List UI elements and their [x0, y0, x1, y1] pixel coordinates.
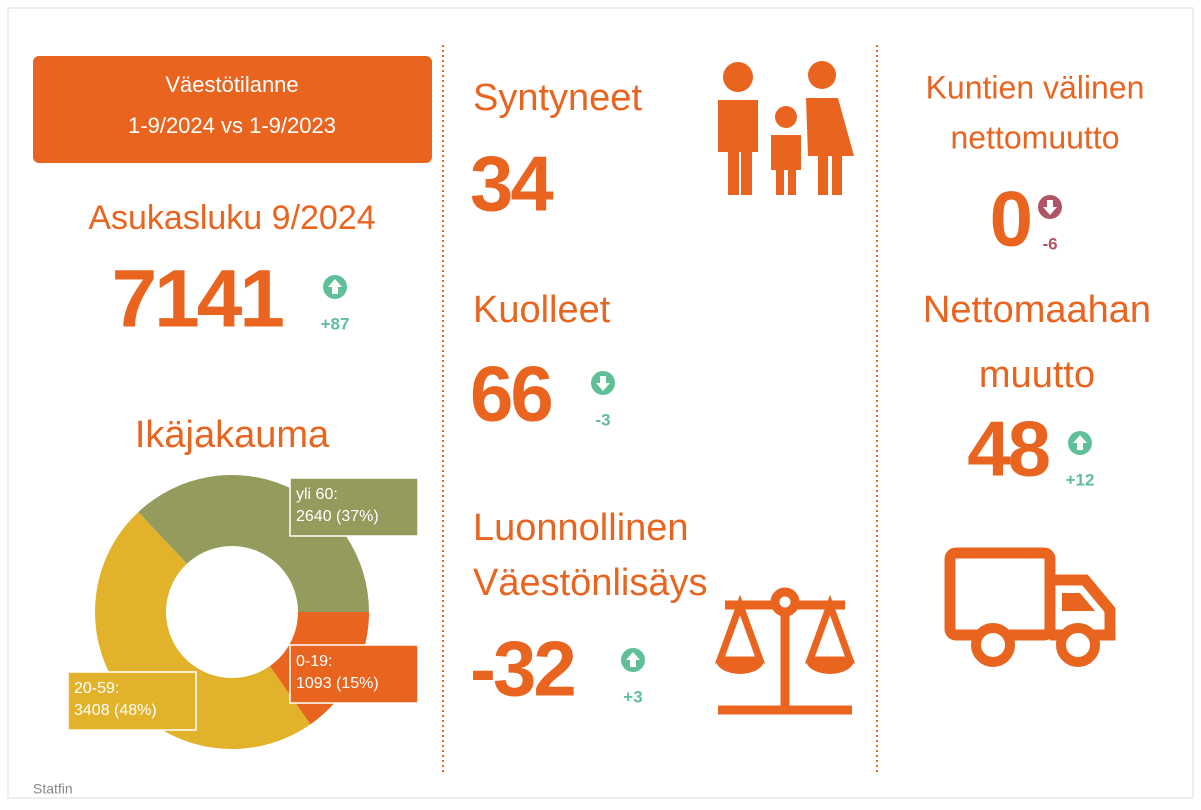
- kpi-title: Väestönlisäys: [473, 562, 707, 604]
- change-value: +12: [1066, 470, 1095, 489]
- footer: Statfin: [33, 781, 73, 797]
- data-label-value: 1093 (15%): [296, 675, 379, 692]
- data-label-value: 2640 (37%): [296, 508, 379, 525]
- change-arrow: [328, 279, 342, 294]
- change-arrow: [1073, 435, 1087, 450]
- data-label-value: 3408 (48%): [74, 702, 157, 719]
- change-value: +87: [321, 314, 350, 333]
- kpi-title: Luonnollinen: [473, 507, 689, 549]
- change-value: -3: [595, 410, 610, 429]
- change-value: -6: [1042, 234, 1057, 253]
- data-label-category: yli 60:: [296, 486, 338, 503]
- header-line: Väestötilanne: [165, 72, 298, 97]
- kpi-title: Asukasluku 9/2024: [88, 199, 375, 237]
- kpi-value: 66: [470, 350, 551, 438]
- kpi-title: Syntyneet: [473, 77, 642, 119]
- kpi-value: -32: [470, 625, 574, 713]
- change-value: +3: [623, 687, 642, 706]
- data-label-category: 20-59:: [74, 680, 119, 697]
- change-arrow: [596, 376, 610, 391]
- header-line: 1-9/2024 vs 1-9/2023: [128, 113, 336, 138]
- kpi-value: 7141: [112, 254, 284, 345]
- scales-pans: [716, 660, 854, 674]
- kpi-title: nettomuutto: [951, 119, 1120, 155]
- truck-icon: [944, 547, 1116, 667]
- data-label-box: [67, 671, 197, 731]
- data-label-box: [289, 644, 419, 704]
- data-label-box: [289, 477, 419, 537]
- kpi-title: Nettomaahan: [923, 289, 1151, 331]
- kpi-value: 34: [470, 140, 553, 228]
- change-arrow: [626, 652, 640, 667]
- kpi-title: Kuolleet: [473, 289, 611, 331]
- change-arrow: [1043, 200, 1057, 215]
- header-box: [33, 56, 432, 163]
- kpi-value: 0: [990, 175, 1031, 263]
- kpi-title: Kuntien välinen: [926, 69, 1145, 105]
- data-label-category: 0-19:: [296, 653, 332, 670]
- kpi-value: 48: [967, 405, 1048, 493]
- kpi-title: muutto: [979, 354, 1095, 396]
- family-icon: [718, 61, 854, 195]
- chart-title: Ikäjakauma: [135, 414, 330, 456]
